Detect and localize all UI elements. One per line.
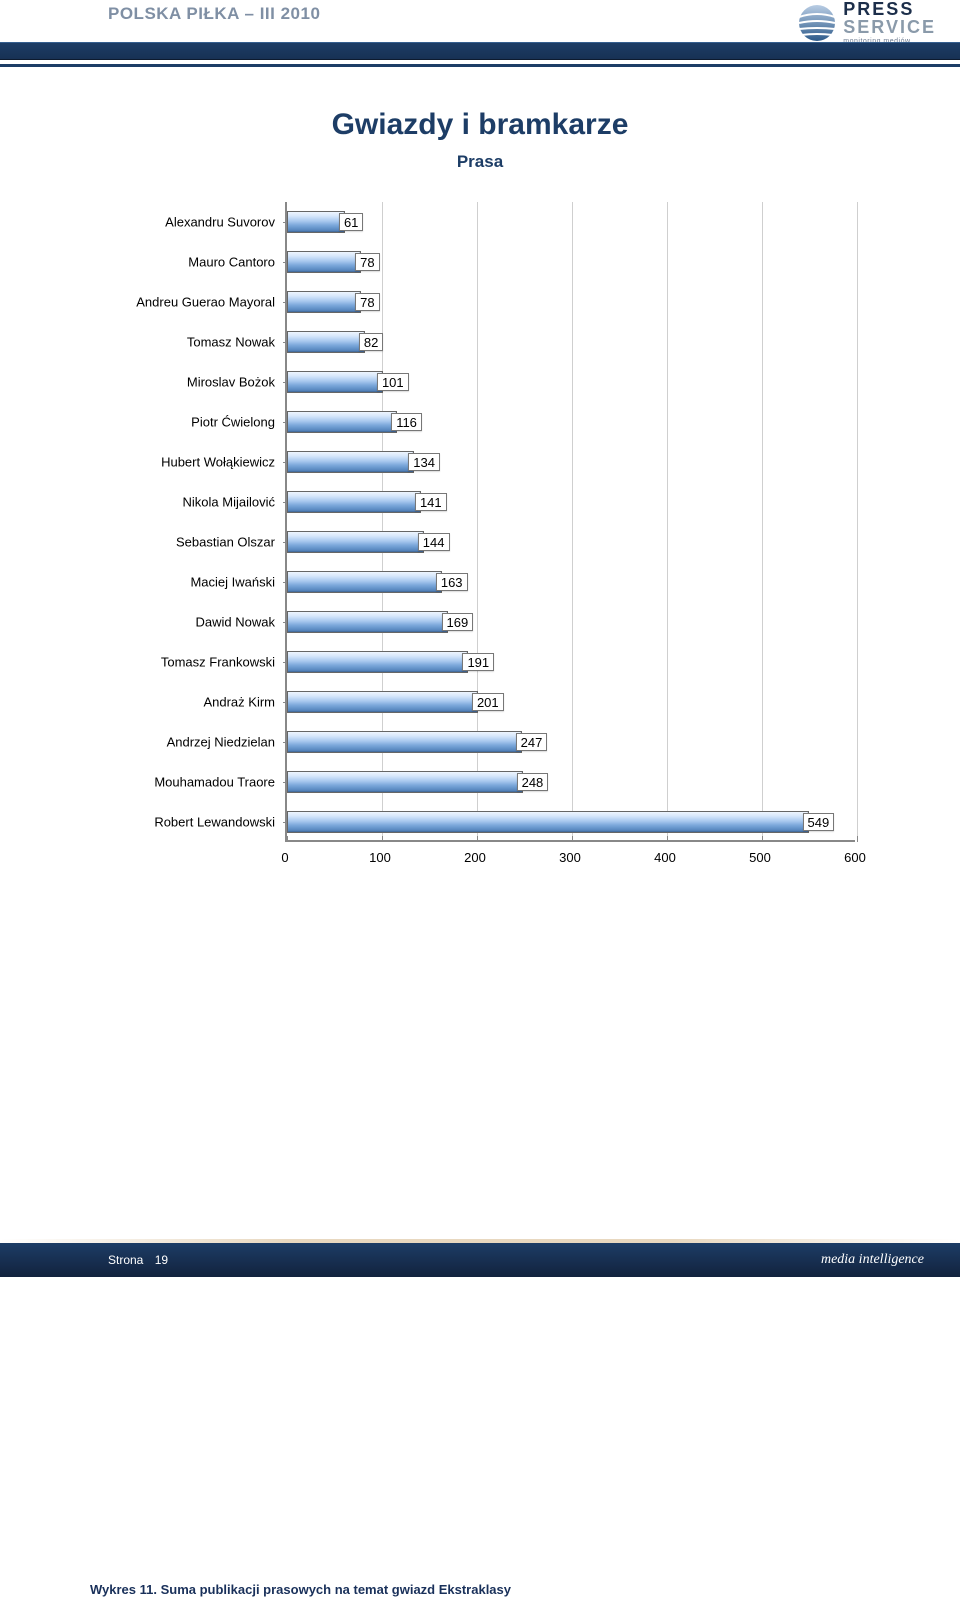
chart-row: Miroslav Bożok101 [105, 362, 855, 402]
bar [287, 531, 424, 553]
bar-value-label: 141 [415, 493, 447, 511]
bar [287, 331, 365, 353]
bar-value-label: 201 [472, 693, 504, 711]
chart-row: Mauro Cantoro78 [105, 242, 855, 282]
bar-value-label: 163 [436, 573, 468, 591]
chart-row: Dawid Nowak169 [105, 602, 855, 642]
bar-value-label: 247 [516, 733, 548, 751]
footer-page-label: Strona [108, 1253, 143, 1267]
chart-row: Andreu Guerao Mayoral78 [105, 282, 855, 322]
category-label: Mauro Cantoro [95, 255, 275, 270]
category-label: Dawid Nowak [95, 615, 275, 630]
chart-row: Andrzej Niedzielan247 [105, 722, 855, 762]
category-label: Tomasz Frankowski [95, 655, 275, 670]
gridline [857, 202, 858, 840]
bar-value-label: 144 [418, 533, 450, 551]
footer-tagline: media intelligence [821, 1252, 924, 1268]
bar-value-label: 101 [377, 373, 409, 391]
chart-row: Hubert Wołąkiewicz134 [105, 442, 855, 482]
chart-row: Robert Lewandowski549 [105, 802, 855, 842]
category-label: Andreu Guerao Mayoral [95, 295, 275, 310]
logo-text: PRESS SERVICE monitoring mediów [843, 0, 936, 45]
category-label: Mouhamadou Traore [95, 775, 275, 790]
bar-value-label: 549 [803, 813, 835, 831]
category-label: Maciej Iwański [95, 575, 275, 590]
x-tick [857, 836, 858, 842]
footer: Strona 19 media intelligence [0, 1239, 960, 1277]
bar [287, 731, 522, 753]
bar [287, 771, 523, 793]
bar-value-label: 78 [355, 253, 379, 271]
chart-caption: Wykres 11. Suma publikacji prasowych na … [60, 1582, 900, 1597]
header: POLSKA PIŁKA – III 2010 PRESS SERVICE mo… [0, 0, 960, 70]
page-subtitle: Prasa [60, 152, 900, 172]
bar [287, 211, 345, 233]
bar [287, 451, 414, 473]
bar [287, 291, 361, 313]
chart-row: Tomasz Frankowski191 [105, 642, 855, 682]
doc-title: POLSKA PIŁKA – III 2010 [108, 4, 320, 24]
x-tick-label: 200 [464, 850, 486, 865]
bar-value-label: 191 [462, 653, 494, 671]
chart-row: Maciej Iwański163 [105, 562, 855, 602]
footer-page-number: 19 [155, 1253, 168, 1267]
x-tick-label: 600 [844, 850, 866, 865]
logo-line1: PRESS [843, 0, 914, 18]
category-label: Nikola Mijailović [95, 495, 275, 510]
category-label: Hubert Wołąkiewicz [95, 455, 275, 470]
bar-chart: 0100200300400500600Alexandru Suvorov61Ma… [105, 202, 855, 882]
content: Gwiazdy i bramkarze Prasa 0 100 200 300 400 5… [0, 100, 960, 1597]
x-tick-label: 500 [749, 850, 771, 865]
category-label: Miroslav Bożok [95, 375, 275, 390]
header-bar-thin [0, 64, 960, 67]
chart-row: Piotr Ćwielong116 [105, 402, 855, 442]
chart-row: Alexandru Suvorov61 [105, 202, 855, 242]
logo-sphere-icon [797, 3, 837, 43]
bar-value-label: 169 [442, 613, 474, 631]
x-tick-label: 300 [559, 850, 581, 865]
bar [287, 411, 397, 433]
bar-value-label: 248 [517, 773, 549, 791]
bar [287, 571, 442, 593]
category-label: Tomasz Nowak [95, 335, 275, 350]
logo-line2: SERVICE [843, 18, 936, 36]
bar-value-label: 116 [391, 413, 422, 431]
category-label: Piotr Ćwielong [95, 415, 275, 430]
footer-page: Strona 19 [108, 1253, 168, 1267]
bar [287, 251, 361, 273]
chart-row: Sebastian Olszar144 [105, 522, 855, 562]
header-bar [0, 42, 960, 60]
bar-value-label: 134 [408, 453, 440, 471]
chart-row: Mouhamadou Traore248 [105, 762, 855, 802]
brand-logo: PRESS SERVICE monitoring mediów [797, 0, 936, 45]
category-label: Andrzej Niedzielan [95, 735, 275, 750]
category-label: Sebastian Olszar [95, 535, 275, 550]
category-label: Alexandru Suvorov [95, 215, 275, 230]
bar [287, 371, 383, 393]
bar-value-label: 78 [355, 293, 379, 311]
bar [287, 611, 448, 633]
bar [287, 651, 468, 673]
chart-row: Tomasz Nowak82 [105, 322, 855, 362]
page-title: Gwiazdy i bramkarze [60, 108, 900, 142]
bar [287, 811, 809, 833]
x-tick-label: 100 [369, 850, 391, 865]
chart-row: Nikola Mijailović141 [105, 482, 855, 522]
bar-value-label: 61 [339, 213, 363, 231]
x-tick-label: 0 [281, 850, 288, 865]
bar-value-label: 82 [359, 333, 383, 351]
bar [287, 691, 478, 713]
x-tick-label: 400 [654, 850, 676, 865]
bar [287, 491, 421, 513]
chart-row: Andraż Kirm201 [105, 682, 855, 722]
category-label: Andraż Kirm [95, 695, 275, 710]
footer-bar: Strona 19 media intelligence [0, 1243, 960, 1277]
category-label: Robert Lewandowski [95, 815, 275, 830]
